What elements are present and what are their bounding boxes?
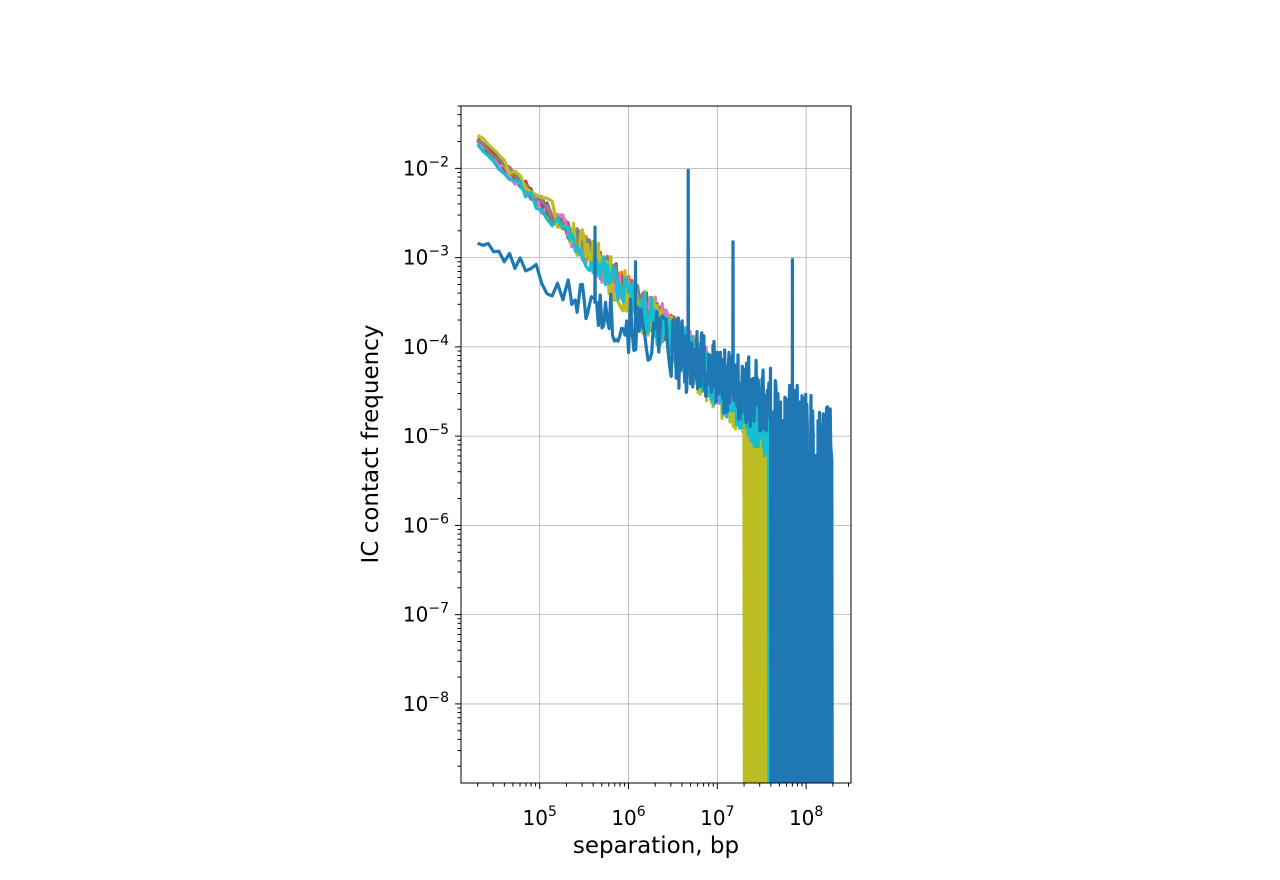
y-tick-label: 10−7 [403, 601, 449, 627]
y-tick-label: 10−8 [403, 690, 449, 716]
y-tick-label: 10−6 [403, 511, 449, 537]
axis-ticks [455, 105, 850, 789]
series-lines [476, 133, 834, 783]
y-tick-label: 10−2 [403, 154, 449, 180]
x-tick-label: 105 [523, 804, 557, 830]
x-tick-label: 108 [789, 804, 823, 830]
y-tick-label: 10−4 [403, 333, 449, 359]
x-tick-label: 107 [700, 804, 734, 830]
y-tick-labels: 10−2 10−3 10−4 10−5 10−6 10−7 10−8 [403, 154, 449, 716]
series-line-10 [477, 168, 834, 783]
x-tick-labels: 105 106 107 108 [523, 804, 824, 830]
x-axis-label: separation, bp [573, 833, 739, 859]
x-tick-label: 106 [611, 804, 645, 830]
y-tick-label: 10−3 [403, 244, 449, 270]
y-axis-label: IC contact frequency [358, 325, 384, 564]
y-tick-label: 10−5 [403, 422, 449, 448]
